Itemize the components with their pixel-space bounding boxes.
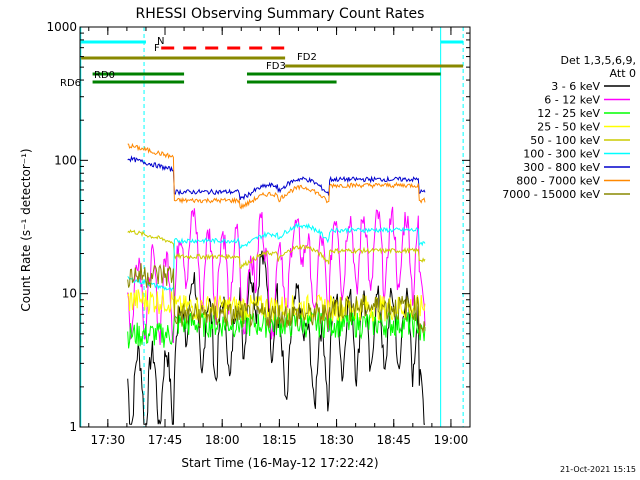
legend-entry-label: 6 - 12 keV bbox=[544, 94, 600, 107]
series-5 bbox=[127, 222, 426, 293]
plot-frame bbox=[79, 26, 471, 428]
y-tick-label: 10 bbox=[62, 287, 77, 301]
series-1 bbox=[127, 206, 426, 346]
legend-entry-label: 800 - 7000 keV bbox=[516, 175, 600, 188]
fd2-flag-label: FD2 bbox=[297, 52, 317, 63]
y-tick-label: 100 bbox=[54, 153, 77, 167]
y-tick-label: 1 bbox=[69, 420, 77, 434]
rd0-flag-label: RD0 bbox=[94, 70, 115, 81]
timestamp: 21-Oct-2021 15:15 bbox=[560, 465, 636, 474]
x-axis: 17:30 17:45 18:00 18:15 18:30 18:45 19:00 bbox=[88, 27, 471, 447]
legend-entry-label: 3 - 6 keV bbox=[551, 80, 600, 93]
flare-flag-label: F bbox=[154, 43, 160, 54]
series-line bbox=[127, 142, 426, 210]
legend-entry-label: 25 - 50 keV bbox=[537, 121, 600, 134]
series-8 bbox=[127, 263, 426, 336]
y-axis-label: Count Rate (s⁻¹ detector⁻¹) bbox=[19, 148, 33, 311]
rd6-flag-label: RD6 bbox=[60, 78, 81, 89]
x-tick-label: 18:00 bbox=[205, 433, 240, 447]
night-flag-label: N bbox=[157, 36, 164, 47]
x-tick-label: 18:30 bbox=[319, 433, 354, 447]
series-line bbox=[127, 155, 426, 201]
x-tick-label: 18:15 bbox=[262, 433, 297, 447]
series-line bbox=[127, 222, 426, 293]
x-tick-label: 19:00 bbox=[434, 433, 469, 447]
x-tick-label: 17:45 bbox=[148, 433, 183, 447]
legend-title: Det 1,3,5,6,9, bbox=[560, 54, 636, 67]
plot-area: NF FD2 FD3 RD0 RD6 bbox=[60, 27, 464, 427]
fd3-flag-label: FD3 bbox=[266, 61, 286, 72]
x-axis-label: Start Time (16-May-12 17:22:42) bbox=[181, 456, 378, 470]
y-tick-label: 1000 bbox=[46, 20, 77, 34]
legend-entry-label: 7000 - 15000 keV bbox=[502, 188, 600, 201]
series-4 bbox=[127, 229, 426, 270]
legend-entry-label: 12 - 25 keV bbox=[537, 107, 600, 120]
legend-title: Att 0 bbox=[610, 67, 636, 80]
series-6 bbox=[127, 155, 426, 201]
legend-entry-label: 50 - 100 keV bbox=[530, 134, 600, 147]
x-tick-label: 18:45 bbox=[376, 433, 411, 447]
legend-entry-label: 300 - 800 keV bbox=[523, 161, 600, 174]
series-line bbox=[127, 206, 426, 346]
series-line bbox=[127, 263, 426, 336]
series-line bbox=[127, 229, 426, 270]
chart-title: RHESSI Observing Summary Count Rates bbox=[136, 6, 425, 22]
x-tick-label: 17:30 bbox=[91, 433, 126, 447]
legend-entry-label: 100 - 300 keV bbox=[523, 148, 600, 161]
y-axis: 1 10 100 1000 bbox=[46, 20, 470, 434]
series-7 bbox=[127, 142, 426, 210]
